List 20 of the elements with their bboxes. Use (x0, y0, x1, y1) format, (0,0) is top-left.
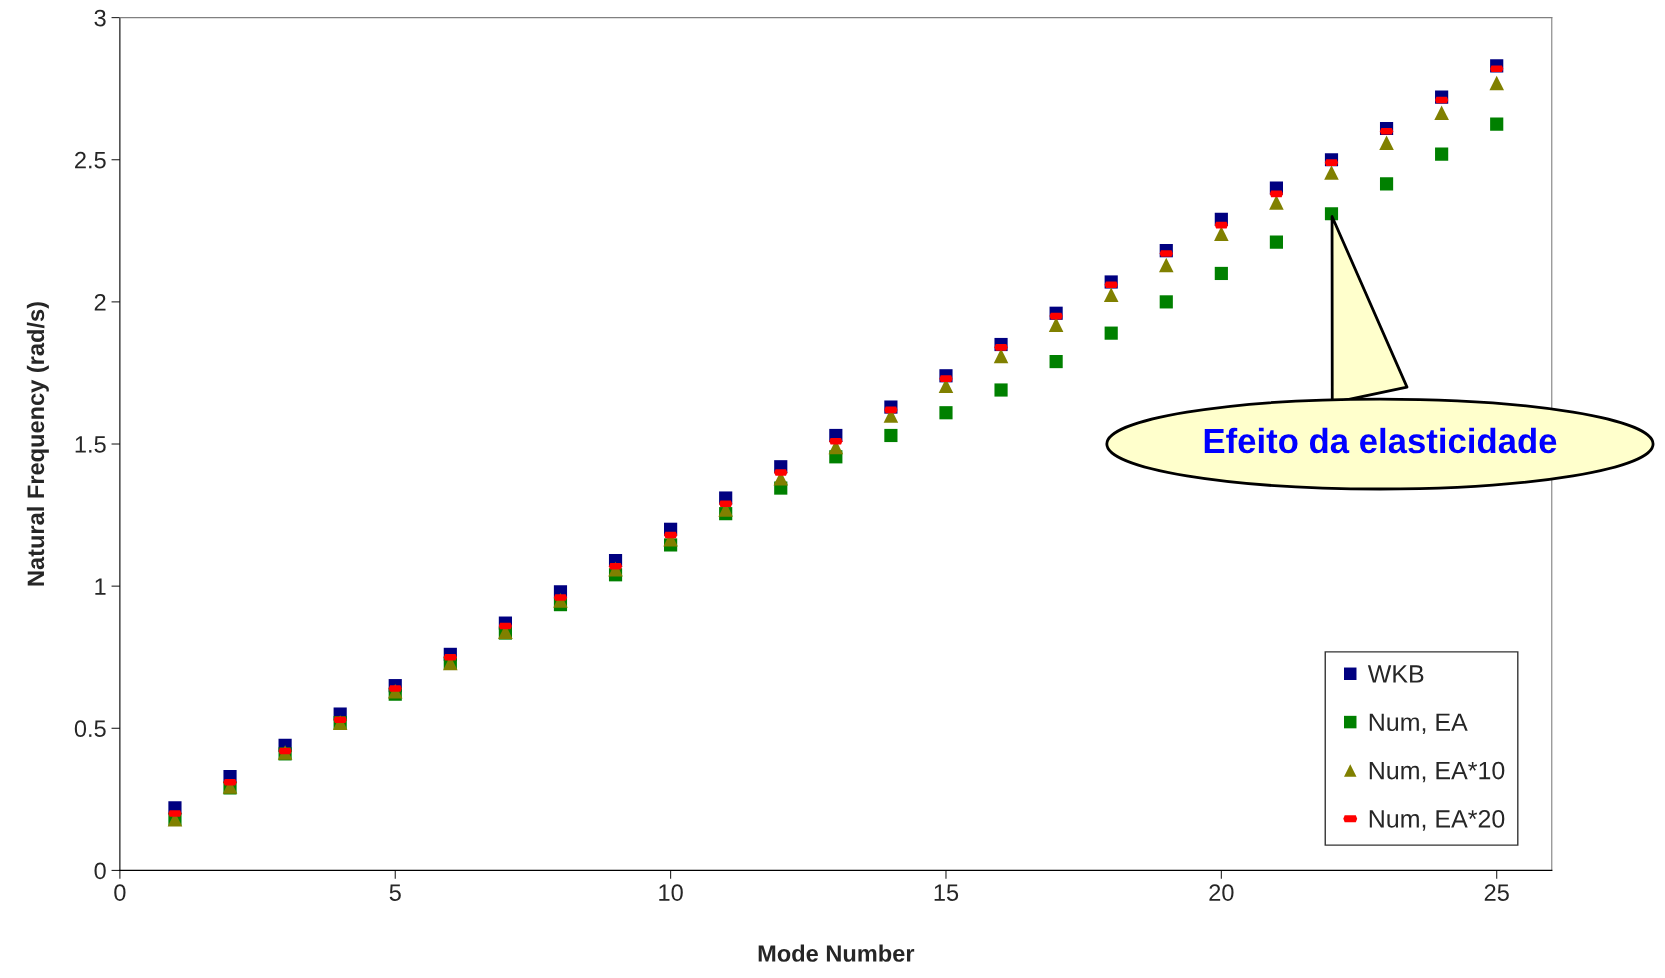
y-tick-label: 0 (94, 862, 106, 880)
x-tick-label: 25 (1484, 884, 1509, 901)
legend-label: Num, EA*20 (1369, 809, 1505, 831)
y-tick-label: 3 (94, 9, 106, 27)
x-tick-label: 20 (1209, 884, 1234, 901)
y-tick-label: 1.5 (75, 436, 106, 453)
y-axis-title: Natural Frequency (rad/s) (26, 302, 49, 586)
y-tick-label: 1 (95, 578, 106, 595)
legend-label: Num, EA*10 (1369, 761, 1505, 783)
legend-label: Num, EA (1369, 713, 1468, 735)
y-tick-label: 2.5 (75, 151, 106, 169)
x-tick-label: 5 (389, 884, 401, 901)
x-tick-label: 10 (659, 884, 683, 901)
x-tick-label: 15 (934, 884, 959, 901)
y-tick-label: 2 (94, 293, 106, 311)
legend-label: WKB (1367, 665, 1424, 683)
annotation: Efeito da elasticidade (1204, 427, 1557, 454)
x-tick-label: 0 (114, 884, 126, 901)
x-axis-title: Mode Number (758, 944, 915, 962)
y-tick-label: 0.5 (74, 720, 106, 738)
